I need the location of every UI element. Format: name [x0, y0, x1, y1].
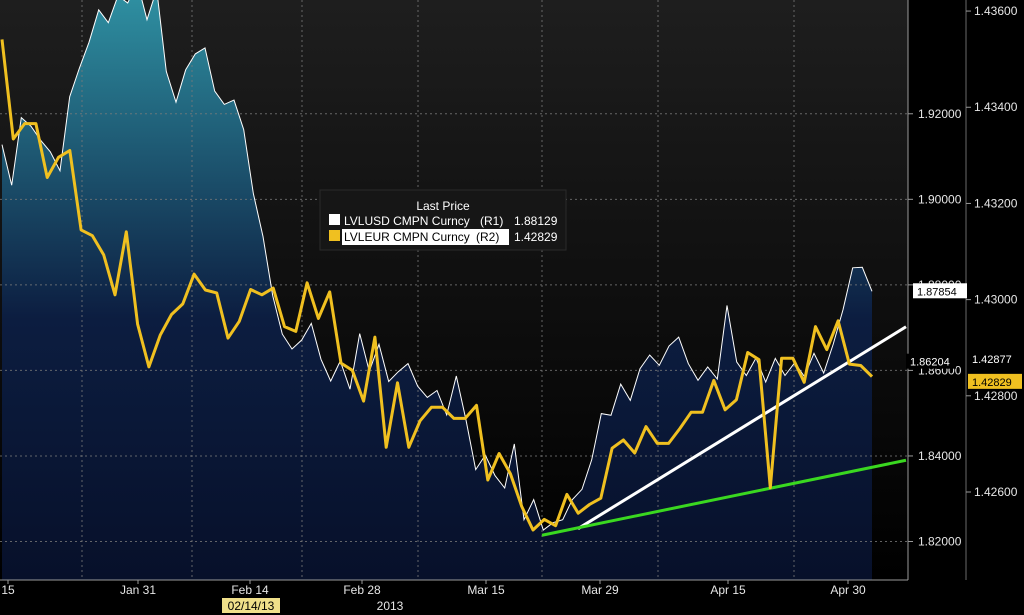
r2-tick-label: 1.43000 — [974, 293, 1018, 307]
legend-eur-value: 1.42829 — [514, 230, 558, 244]
r2-tick-label: 1.42800 — [974, 389, 1018, 403]
series-lvleur-line — [0, 39, 874, 532]
r2-current-value-flag-box — [968, 373, 1022, 389]
legend-swatch-eur — [329, 230, 340, 241]
legend: Last Price LVLUSD CMPN Curncy (R1) 1.881… — [319, 189, 567, 251]
trendline-green — [541, 458, 907, 537]
r1-tick-label: 1.82000 — [918, 535, 962, 549]
x-tick-label: Apr 15 — [710, 583, 746, 597]
x-tick-label: Mar 15 — [467, 583, 505, 597]
trendline-white — [577, 325, 907, 530]
r2-tick-label: 1.42600 — [974, 485, 1018, 499]
r1-tick-label: 1.90000 — [918, 192, 962, 206]
legend-eur-name: LVLEUR CMPN Curncy — [344, 230, 470, 244]
r2-flag-label: 1.42877 — [972, 354, 1012, 366]
legend-title: Last Price — [416, 199, 470, 213]
r1-last-value-flag: 1.87854 — [917, 286, 957, 298]
r1-last-value-flag-box — [913, 283, 967, 299]
x-date-highlight-label: 02/14/13 — [228, 599, 275, 613]
x-year-label: 2013 — [377, 599, 404, 613]
legend-usd-axis: (R1) — [480, 214, 503, 228]
x-tick-label: Feb 14 — [231, 583, 269, 597]
legend-usd-value: 1.88129 — [514, 214, 558, 228]
r1-tick-label: 1.92000 — [918, 107, 962, 121]
r2-tick-label: 1.43400 — [974, 100, 1018, 114]
r2-tick-label: 1.43600 — [974, 4, 1018, 18]
r2-tick-label: 1.43200 — [974, 196, 1018, 210]
r2-flag-label-box — [968, 350, 1018, 366]
x-tick-label: 15 — [1, 583, 15, 597]
x-tick-label: Feb 28 — [343, 583, 381, 597]
r1-tick-label: 1.84000 — [918, 449, 962, 463]
series-lvlusd-line — [1, 0, 873, 531]
x-tick-label: Jan 31 — [120, 583, 156, 597]
legend-eur-highlight — [342, 229, 509, 245]
r2-current-value-flag: 1.42829 — [972, 377, 1012, 389]
legend-eur-axis: (R2) — [476, 230, 499, 244]
x-date-highlight-box — [222, 598, 280, 613]
legend-swatch-usd — [329, 214, 340, 225]
x-tick-label: Mar 29 — [581, 583, 619, 597]
r1-flag-label: 1.86204 — [910, 357, 950, 369]
usd-area-fill — [2, 0, 872, 580]
legend-usd-name: LVLUSD CMPN Curncy — [344, 214, 470, 228]
x-tick-label: Apr 30 — [830, 583, 866, 597]
r1-flag-label-box — [906, 353, 956, 369]
